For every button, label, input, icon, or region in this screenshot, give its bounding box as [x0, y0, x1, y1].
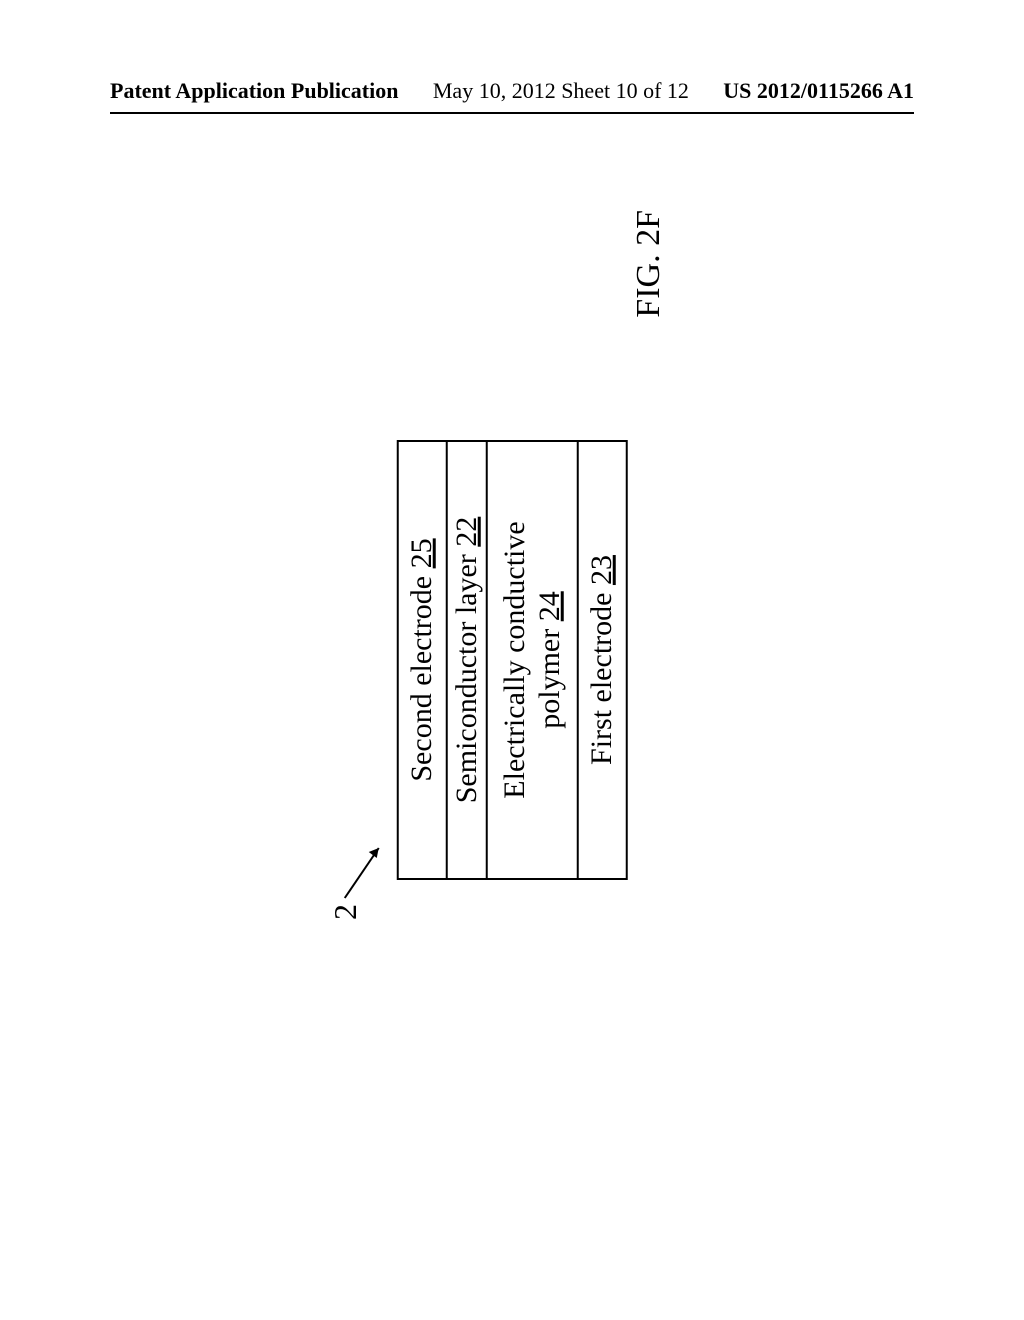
- page: Patent Application Publication May 10, 2…: [0, 0, 1024, 1320]
- layer-ref: 22: [449, 517, 482, 547]
- callout-ref: 2: [327, 904, 364, 920]
- layer-ref: 23: [585, 555, 618, 585]
- layer-semiconductor: Semiconductor layer 22: [447, 442, 488, 878]
- layer-ref: 25: [405, 538, 438, 568]
- layer-text: Semiconductor layer: [449, 554, 482, 803]
- figure-label: FIG. 2F: [629, 210, 667, 318]
- layer-conductive-polymer: Electrically conductive polymer 24: [488, 442, 579, 878]
- layer-ref: 24: [532, 591, 565, 621]
- layer-text: Second electrode: [405, 576, 438, 782]
- header-rule: [110, 112, 914, 114]
- layer-text-line2: polymer: [532, 629, 565, 729]
- layer-first-electrode: First electrode 23: [579, 442, 626, 878]
- page-header: Patent Application Publication May 10, 2…: [0, 78, 1024, 112]
- header-mid: May 10, 2012 Sheet 10 of 12: [433, 78, 689, 104]
- header-right: US 2012/0115266 A1: [723, 78, 914, 104]
- callout-ref-number: 2: [327, 904, 363, 920]
- layer-text-line1: Electrically conductive: [498, 521, 531, 798]
- layer-second-electrode: Second electrode 25: [399, 442, 448, 878]
- layer-text: First electrode: [585, 593, 618, 765]
- leader-arrow-icon: [339, 832, 389, 902]
- header-left: Patent Application Publication: [110, 78, 398, 104]
- figure-2f: 2 Second electrode 25 Semiconductor laye…: [397, 440, 628, 880]
- layer-stack: Second electrode 25 Semiconductor layer …: [397, 440, 628, 880]
